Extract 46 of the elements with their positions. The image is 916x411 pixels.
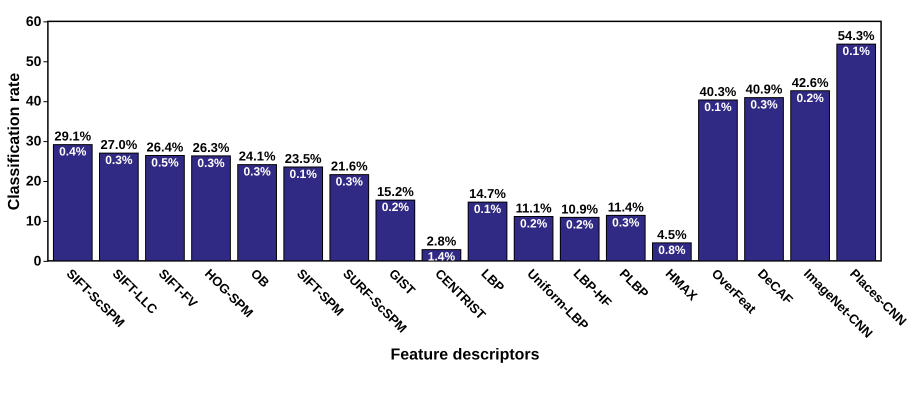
annotation: 0.8% [658, 242, 686, 257]
data-label: 26.4% [146, 139, 184, 154]
data-label: 24.1% [238, 148, 276, 164]
y-tick-label: 60 [26, 12, 42, 29]
annotation: 1.4% [428, 250, 456, 264]
annotation: 0.3% [243, 164, 272, 179]
data-label: 29.1% [54, 128, 92, 144]
data-label: 14.7% [469, 186, 506, 202]
data-label: 27.0% [100, 137, 138, 152]
y-axis-title: Classification rate [6, 72, 23, 210]
data-label: 2.8% [426, 234, 457, 249]
data-label: 21.6% [330, 158, 368, 174]
y-tick-label: 30 [26, 132, 42, 149]
annotation: 0.5% [151, 155, 179, 170]
annotation: 0.3% [750, 98, 778, 112]
y-tick-label: 50 [26, 52, 42, 69]
data-label: 26.3% [192, 140, 230, 155]
annotation: 0.2% [796, 90, 824, 105]
data-label: 40.3% [700, 84, 737, 99]
data-label: 11.1% [516, 200, 552, 216]
data-label: 42.6% [792, 74, 829, 90]
data-label: 11.4% [608, 199, 644, 214]
annotation: 0.1% [842, 44, 870, 58]
data-label: 4.5% [657, 226, 688, 242]
annotation: 0.1% [704, 100, 732, 114]
data-label: 15.2% [376, 184, 414, 200]
y-tick-label: 10 [26, 212, 42, 228]
x-tick-label: OB [248, 266, 272, 290]
annotation: 0.3% [105, 153, 133, 168]
x-axis-title: Feature descriptors [390, 346, 540, 364]
annotation: 0.1% [290, 167, 318, 182]
data-label: 40.9% [746, 82, 783, 97]
y-tick-label: 20 [26, 172, 42, 188]
annotation: 0.4% [59, 144, 87, 159]
y-tick-label: 0 [34, 252, 42, 268]
annotation: 0.2% [520, 216, 548, 230]
annotation: 0.2% [382, 200, 410, 214]
annotation: 0.2% [566, 217, 594, 232]
annotation: 0.3% [197, 156, 226, 170]
data-label: 10.9% [561, 201, 599, 216]
y-tick-label: 40 [26, 92, 42, 109]
annotation: 0.3% [336, 174, 364, 189]
annotation: 0.1% [474, 202, 502, 216]
data-label: 23.5% [284, 151, 322, 166]
data-label: 54.3% [838, 28, 876, 44]
annotation: 0.3% [612, 215, 640, 230]
